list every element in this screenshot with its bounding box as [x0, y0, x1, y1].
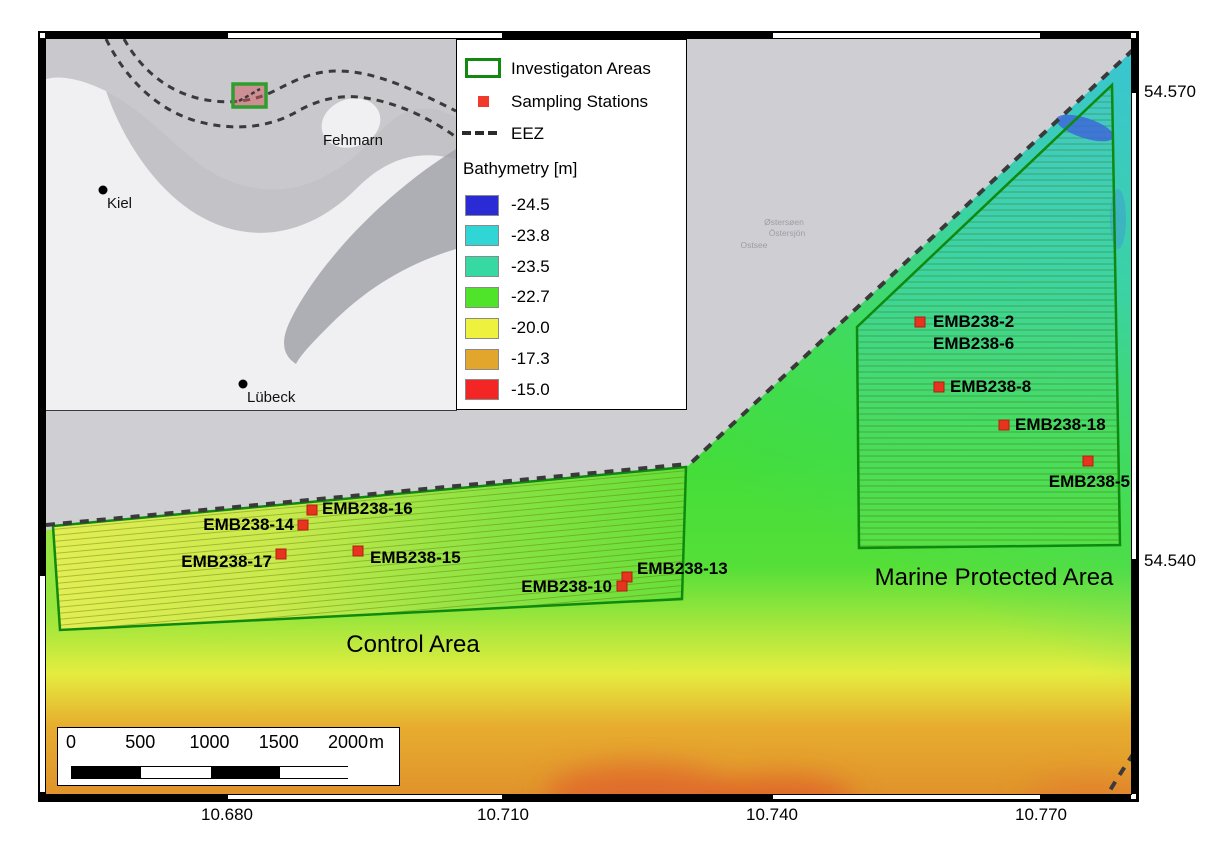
shallow-orange-hotspots [545, 765, 1131, 794]
inset-map-canvas: Kiel Lübeck Fehmarn [46, 39, 457, 410]
investigation-area-symbol [465, 58, 501, 78]
legend-bathymetry-row: -15.0 [457, 379, 686, 401]
fehmarn-label: Fehmarn [323, 132, 383, 149]
bathymetry-swatch [465, 256, 499, 278]
x-axis-tick-label: 10.680 [201, 805, 253, 824]
legend-item-label: Investigaton Areas [511, 59, 651, 78]
inset-bay-arm [284, 149, 456, 364]
sampling-station-symbol [478, 96, 489, 107]
eez-dash-symbol [488, 131, 497, 135]
scalebar-tick-label: 1000 [189, 732, 230, 752]
luebeck-label: Lübeck [247, 389, 296, 406]
scalebar-tick-label: 500 [125, 732, 156, 752]
map-frame-outline [38, 31, 1139, 802]
bathymetry-depth-label: -22.7 [511, 287, 550, 307]
scalebar-tick-label: 0 [65, 732, 77, 752]
legend-item-label: EEZ [511, 124, 545, 143]
scalebar-tick-label: 1500 [258, 732, 299, 752]
bathymetry-depth-label: -23.5 [511, 256, 550, 276]
scalebar: m 0 500 1000 1500 2000 [57, 727, 400, 786]
bathymetry-swatch [465, 286, 499, 308]
frame-segment-top [227, 32, 503, 39]
legend-bathymetry-row: -20.0 [457, 317, 686, 339]
legend-item-label: Sampling Stations [511, 92, 649, 111]
scalebar-unit: m [369, 732, 384, 752]
map-canvas: Kiel Lübeck Fehmarn Investigaton Areas S… [45, 38, 1132, 795]
y-axis-tick-label: 54.570 [1144, 82, 1196, 101]
legend-bathymetry-row: -23.8 [457, 225, 686, 247]
scalebar-bar [71, 766, 349, 779]
kiel-dot [98, 185, 108, 195]
legend-item-investigation-areas: Investigaton Areas [457, 56, 686, 82]
blue-deep-patch [1056, 114, 1114, 142]
bathymetry-depth-label: -17.3 [511, 349, 550, 368]
legend-bathymetry-row: -23.5 [457, 256, 686, 278]
eez-dash-symbol [475, 131, 484, 135]
scalebar-segment [72, 767, 142, 778]
legend-item-sampling-stations: Sampling Stations [457, 89, 686, 115]
bathymetry-swatch [465, 194, 499, 216]
frame-corner [1130, 793, 1137, 800]
legend-item-eez: EEZ [457, 121, 686, 147]
bathymetry-depth-label: -23.8 [511, 225, 550, 245]
inset-fehmarn-island [321, 98, 381, 148]
bathymetry-depth-label: -24.5 [511, 195, 550, 214]
eez-coast-line [46, 462, 689, 527]
inset-sea [46, 39, 456, 190]
inset-eez-lower-line [104, 39, 457, 139]
x-axis-tick-label: 10.770 [1015, 805, 1067, 824]
scalebar-segment [279, 767, 349, 778]
frame-corner [1130, 32, 1137, 39]
legend-bathymetry-row: -17.3 [457, 348, 686, 370]
scalebar-segment [210, 767, 280, 778]
control-area-polygon [51, 465, 688, 632]
y-axis-labels: 54.570 54.540 [1144, 0, 1210, 855]
x-axis-tick-label: 10.710 [477, 805, 529, 824]
bathymetry-swatch [465, 348, 499, 370]
bathymetry-legend-title: Bathymetry [m] [463, 159, 578, 178]
frame-segment-top [772, 32, 1041, 39]
frame-segment-bottom [772, 793, 1041, 800]
eez-dash-symbol [462, 131, 471, 135]
bathymetry-swatch [465, 379, 499, 401]
x-axis-labels: 10.680 10.710 10.740 10.770 [0, 805, 1211, 827]
scalebar-segment [141, 767, 211, 778]
scalebar-tick-label: 2000 [327, 732, 369, 752]
frame-segment-bottom [227, 793, 503, 800]
y-axis-tick-label: 54.540 [1144, 551, 1196, 570]
luebeck-dot [238, 379, 248, 389]
bathymetry-depth-label: -20.0 [511, 318, 550, 338]
inset-map: Kiel Lübeck Fehmarn [46, 39, 457, 411]
kiel-label: Kiel [107, 195, 132, 212]
mpa-polygon [855, 82, 1126, 550]
bathymetry-depth-label: -15.0 [511, 379, 550, 399]
legend-bathymetry-row: -24.5 [457, 194, 686, 216]
frame-corner [39, 32, 46, 39]
frame-segment-left [39, 575, 46, 793]
x-axis-tick-label: 10.740 [746, 805, 798, 824]
study-area-rect [231, 82, 268, 109]
scalebar-labels: m 0 500 1000 1500 2000 [58, 732, 399, 756]
inset-eez-upper-line [122, 39, 457, 113]
bathymetry-swatch [465, 225, 499, 247]
bathymetry-swatch [465, 317, 499, 339]
map-legend: Investigaton Areas Sampling Stations EEZ… [456, 39, 687, 410]
frame-segment-right [1130, 92, 1137, 560]
legend-bathymetry-row: -22.7 [457, 286, 686, 308]
inset-sea-deep [106, 91, 456, 233]
blue-deep-patch [1110, 189, 1126, 249]
